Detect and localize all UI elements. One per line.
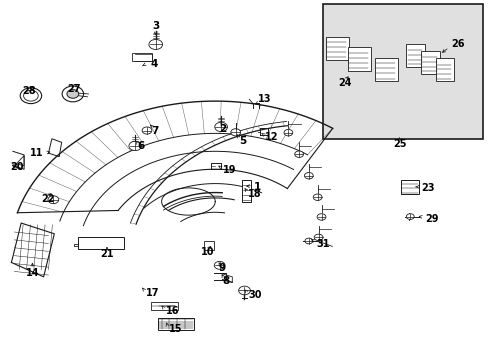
Bar bbox=[347, 47, 370, 71]
Text: 27: 27 bbox=[67, 84, 81, 94]
Text: 6: 6 bbox=[137, 140, 144, 150]
Bar bbox=[400, 180, 418, 194]
Text: 24: 24 bbox=[338, 78, 351, 88]
Bar bbox=[78, 237, 124, 249]
Bar bbox=[158, 319, 194, 330]
Circle shape bbox=[20, 88, 41, 104]
Circle shape bbox=[142, 127, 152, 134]
Text: 31: 31 bbox=[316, 239, 329, 249]
Text: 14: 14 bbox=[25, 268, 39, 278]
Text: 12: 12 bbox=[264, 132, 278, 142]
Circle shape bbox=[317, 214, 325, 220]
Bar bbox=[203, 241, 214, 250]
Text: 16: 16 bbox=[165, 306, 179, 316]
Circle shape bbox=[23, 90, 38, 101]
Bar bbox=[435, 58, 453, 81]
Text: 3: 3 bbox=[152, 21, 159, 31]
Text: 18: 18 bbox=[248, 189, 262, 199]
Text: 13: 13 bbox=[257, 94, 271, 104]
Circle shape bbox=[238, 286, 250, 295]
Bar bbox=[406, 44, 424, 67]
Circle shape bbox=[406, 214, 413, 220]
Text: 9: 9 bbox=[218, 263, 225, 273]
Circle shape bbox=[214, 122, 227, 132]
Bar bbox=[151, 302, 177, 310]
Circle shape bbox=[294, 151, 303, 157]
Text: 10: 10 bbox=[201, 247, 214, 257]
Bar bbox=[241, 180, 251, 202]
Bar bbox=[325, 37, 348, 60]
Text: 20: 20 bbox=[10, 162, 24, 172]
Circle shape bbox=[304, 172, 313, 179]
Circle shape bbox=[62, 86, 83, 102]
Circle shape bbox=[284, 130, 292, 136]
Circle shape bbox=[25, 91, 37, 100]
Text: 7: 7 bbox=[151, 126, 159, 135]
Text: 4: 4 bbox=[151, 59, 158, 69]
Text: 26: 26 bbox=[451, 40, 464, 49]
Text: 8: 8 bbox=[222, 276, 229, 286]
Text: 2: 2 bbox=[219, 124, 226, 134]
Circle shape bbox=[230, 129, 240, 136]
Circle shape bbox=[48, 196, 59, 204]
Text: 5: 5 bbox=[239, 136, 246, 145]
Circle shape bbox=[314, 234, 323, 240]
Text: 30: 30 bbox=[248, 291, 262, 301]
Circle shape bbox=[129, 141, 142, 150]
Text: 29: 29 bbox=[424, 215, 438, 224]
Bar bbox=[323, 4, 483, 139]
Bar bbox=[420, 51, 439, 74]
Circle shape bbox=[305, 238, 312, 244]
Text: 17: 17 bbox=[146, 288, 159, 298]
Circle shape bbox=[67, 90, 79, 98]
Text: 11: 11 bbox=[30, 148, 43, 158]
Text: 15: 15 bbox=[168, 324, 182, 334]
Text: 25: 25 bbox=[392, 139, 406, 149]
Text: 19: 19 bbox=[223, 165, 236, 175]
Circle shape bbox=[149, 40, 162, 49]
Text: 28: 28 bbox=[22, 86, 36, 96]
Circle shape bbox=[214, 261, 224, 269]
Text: 23: 23 bbox=[420, 183, 434, 193]
Bar bbox=[374, 58, 397, 81]
Text: 21: 21 bbox=[100, 248, 114, 258]
Bar bbox=[132, 53, 152, 61]
Text: 22: 22 bbox=[41, 194, 54, 204]
Text: 1: 1 bbox=[254, 182, 261, 192]
Circle shape bbox=[313, 194, 322, 201]
